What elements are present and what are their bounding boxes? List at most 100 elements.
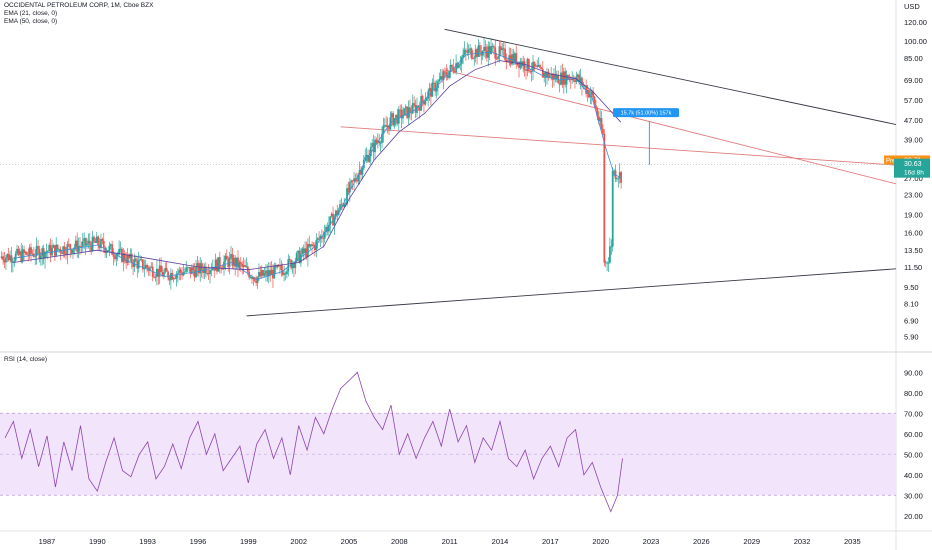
candle-body xyxy=(445,71,448,76)
candle-body xyxy=(160,265,162,273)
candle-body xyxy=(473,57,476,59)
time-tick-label: 2023 xyxy=(643,537,660,546)
candle-body xyxy=(597,116,600,122)
trendline[interactable] xyxy=(444,28,897,125)
candle-body xyxy=(7,253,10,261)
candle-body xyxy=(109,244,112,246)
rsi-line[interactable] xyxy=(4,371,623,513)
candle-body xyxy=(497,56,499,59)
candle-body xyxy=(100,239,102,248)
currency-label[interactable]: USD xyxy=(904,2,920,11)
candle-body xyxy=(273,265,276,279)
candle-body xyxy=(536,65,539,68)
candle-body xyxy=(353,178,355,182)
candle-body xyxy=(189,267,192,274)
candle-body xyxy=(371,143,374,148)
candle-body xyxy=(350,180,353,183)
candle-body xyxy=(607,262,610,264)
candle-body xyxy=(339,204,341,211)
last-price-badge xyxy=(894,158,930,178)
candle-body xyxy=(258,271,260,278)
candle-body xyxy=(595,105,597,110)
candle-body xyxy=(128,254,130,259)
price-tick-label: 5.90 xyxy=(904,333,919,342)
candle-body xyxy=(477,45,480,57)
candle-body xyxy=(210,269,213,271)
candle-body xyxy=(249,277,252,278)
candle-body xyxy=(165,268,168,272)
candle-body xyxy=(381,133,383,143)
candle-body xyxy=(77,245,80,252)
candle-body xyxy=(129,253,132,259)
candle-body xyxy=(302,248,305,254)
candle-body xyxy=(424,100,427,105)
candle-body xyxy=(105,251,108,254)
candle-body xyxy=(87,240,90,244)
candle-body xyxy=(60,252,63,254)
candle-body xyxy=(490,46,492,54)
trendline[interactable] xyxy=(246,268,897,317)
price-tick-label: 100.00 xyxy=(904,37,927,46)
candle-body xyxy=(547,71,550,78)
candle-body xyxy=(94,240,97,243)
candle-body xyxy=(283,273,286,275)
time-tick-label: 2029 xyxy=(743,537,760,546)
candle-body xyxy=(458,65,460,68)
candle-body xyxy=(564,71,567,85)
candle-body xyxy=(579,77,582,82)
candle-body xyxy=(277,265,280,267)
candle-body xyxy=(287,259,290,272)
candle-body xyxy=(37,245,39,249)
candle-body xyxy=(354,178,357,181)
trendline[interactable] xyxy=(340,126,897,166)
candle-body xyxy=(610,246,613,248)
candle-body xyxy=(530,71,533,73)
candle-body xyxy=(232,257,235,266)
candle-body xyxy=(313,244,316,251)
ema21-legend[interactable]: EMA (21, close, 0) xyxy=(4,10,58,17)
price-tick-label: 120.00 xyxy=(904,18,927,27)
trendline[interactable] xyxy=(444,69,897,185)
time-tick-label: 2014 xyxy=(492,537,509,546)
rsi-tick-label: 20.00 xyxy=(904,512,923,521)
candle-body xyxy=(30,247,32,254)
rsi-legend[interactable]: RSI (14, close) xyxy=(4,356,47,363)
candle-body xyxy=(409,107,411,113)
ema50-line[interactable] xyxy=(13,60,622,271)
candle-body xyxy=(108,245,111,251)
measure-label-box[interactable] xyxy=(613,108,679,118)
candle-body xyxy=(540,67,543,70)
candle-body xyxy=(88,240,91,245)
price-tick-label: 47.00 xyxy=(904,116,923,125)
candle-body xyxy=(269,270,272,275)
candle-body xyxy=(241,263,244,267)
candle-body xyxy=(311,244,313,246)
candle-body xyxy=(333,216,336,226)
candle-body xyxy=(209,269,211,275)
candle-body xyxy=(582,85,585,87)
candle-body xyxy=(260,270,263,277)
candle-body xyxy=(72,249,74,254)
candle-body xyxy=(411,103,414,114)
candle-body xyxy=(242,265,245,267)
candle-body xyxy=(485,50,488,58)
candle-body xyxy=(293,263,295,268)
candle-body xyxy=(49,244,52,256)
candle-body xyxy=(438,79,441,82)
candle-body xyxy=(70,249,73,254)
candle-body xyxy=(480,51,483,56)
candle-body xyxy=(555,74,558,79)
candle-body xyxy=(318,238,320,240)
candle-body xyxy=(620,172,623,183)
candle-body xyxy=(523,61,526,70)
candle-body xyxy=(186,267,189,269)
candle-body xyxy=(24,252,27,254)
candle-body xyxy=(95,236,98,243)
candle-body xyxy=(319,235,322,239)
ema50-legend[interactable]: EMA (50, close, 0) xyxy=(4,18,58,25)
candle-body xyxy=(79,245,81,247)
time-tick-label: 2026 xyxy=(693,537,710,546)
candle-body xyxy=(329,216,332,225)
candle-body xyxy=(600,118,603,129)
